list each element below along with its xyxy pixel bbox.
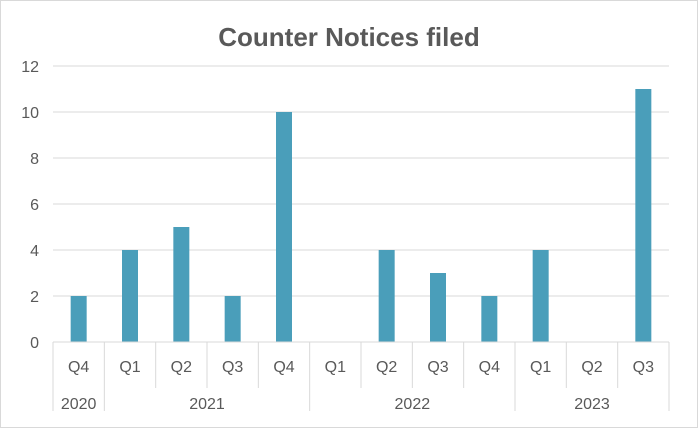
y-tick-label: 4: [30, 243, 39, 260]
axes: 0 2 4 6 8 10 12 Q4 Q1 Q2 Q3 Q4 Q1 Q2 Q3 Q4 Q1 Q2 Q3 2020 202…: [21, 59, 670, 413]
y-tick-label: 2: [30, 289, 39, 306]
x-tick-label: Q2: [581, 359, 602, 376]
bar: [224, 296, 241, 342]
y-tick-label: 12: [21, 59, 39, 76]
y-tick-label: 6: [30, 197, 39, 214]
year-group-label: 2020: [61, 396, 97, 413]
bar: [532, 250, 549, 342]
x-tick-label: Q4: [479, 359, 500, 376]
x-tick-label: Q3: [633, 359, 654, 376]
gridlines: [53, 65, 669, 297]
bar: [378, 250, 395, 342]
x-tick-label: Q4: [273, 359, 294, 376]
bar: [173, 227, 190, 342]
y-tick-label: 10: [21, 105, 39, 122]
bar: [70, 296, 87, 342]
x-tick-label: Q2: [171, 359, 192, 376]
year-group-label: 2022: [395, 396, 431, 413]
bar: [276, 112, 292, 342]
x-tick-label: Q1: [325, 359, 346, 376]
chart-title: Counter Notices filed: [218, 22, 479, 52]
year-group-label: 2021: [189, 396, 225, 413]
bar: [122, 250, 138, 342]
x-tick-label: Q1: [119, 359, 140, 376]
bar: [481, 296, 498, 342]
bar: [430, 273, 446, 342]
y-tick-label: 8: [30, 151, 39, 168]
year-group-label: 2023: [574, 396, 610, 413]
x-tick-label: Q4: [68, 359, 89, 376]
x-tick-label: Q3: [427, 359, 448, 376]
bar: [635, 89, 652, 342]
x-tick-label: Q1: [530, 359, 551, 376]
bars: [70, 89, 652, 342]
x-tick-label: Q3: [222, 359, 243, 376]
y-tick-label: 0: [30, 335, 39, 352]
x-tick-label: Q2: [376, 359, 397, 376]
